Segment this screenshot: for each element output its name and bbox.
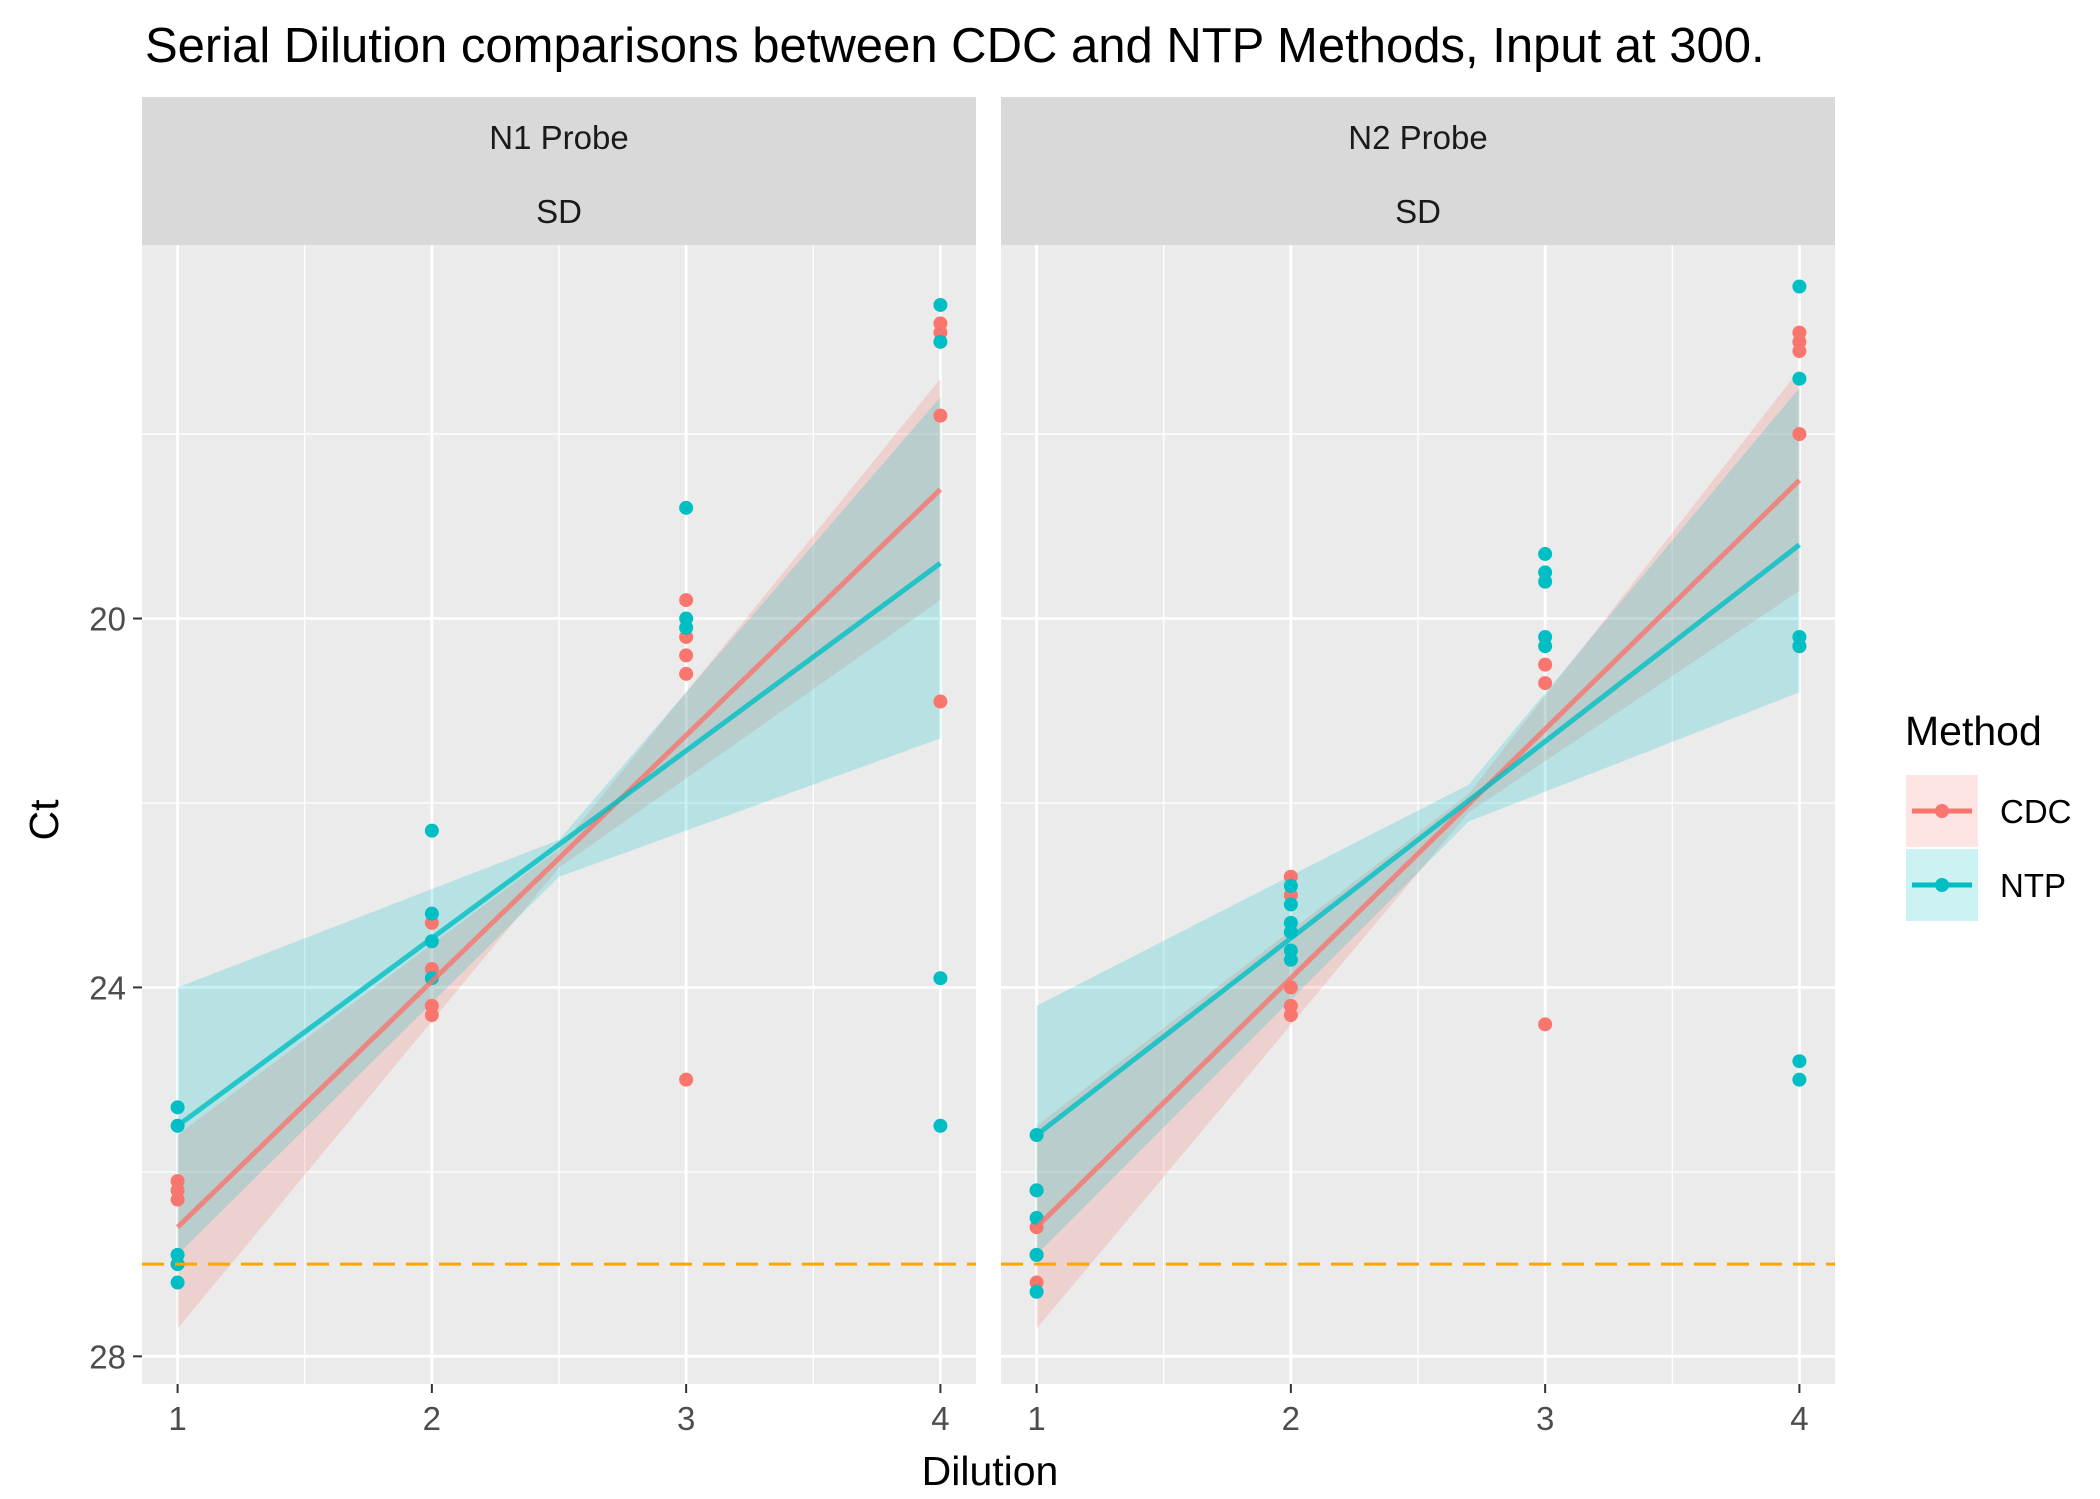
data-point-ntp bbox=[1538, 639, 1553, 654]
strip-background bbox=[142, 97, 976, 245]
data-point-ntp bbox=[1792, 279, 1807, 294]
x-tick-label: 3 bbox=[1536, 1400, 1554, 1437]
data-point-cdc bbox=[1538, 676, 1553, 691]
strip-background bbox=[1001, 97, 1835, 245]
strip-label-1: N1 Probe bbox=[489, 119, 628, 156]
data-point-cdc bbox=[679, 648, 694, 663]
strip-label-1: N2 Probe bbox=[1348, 119, 1487, 156]
x-tick-label: 4 bbox=[1790, 1400, 1808, 1437]
legend-title: Method bbox=[1905, 708, 2042, 754]
data-point-ntp bbox=[1283, 897, 1298, 912]
data-point-cdc bbox=[679, 666, 694, 681]
x-axis-title: Dilution bbox=[922, 1448, 1059, 1494]
x-tick-label: 2 bbox=[423, 1400, 441, 1437]
x-tick-label: 2 bbox=[1282, 1400, 1300, 1437]
fit-line-ntp bbox=[176, 561, 942, 1128]
strip-label-2: SD bbox=[536, 193, 582, 230]
data-point-cdc bbox=[1792, 344, 1807, 359]
fit-line-ntp bbox=[1035, 542, 1801, 1137]
data-point-cdc bbox=[679, 1072, 694, 1087]
data-point-ntp bbox=[170, 1100, 185, 1115]
y-tick-label: 28 bbox=[89, 1338, 126, 1375]
x-tick-label: 3 bbox=[677, 1400, 695, 1437]
data-point-cdc bbox=[933, 694, 948, 709]
data-point-ntp bbox=[679, 620, 694, 635]
fit-line-cdc bbox=[1034, 478, 1802, 1230]
legend-item-cdc[interactable]: CDC bbox=[1906, 775, 2072, 847]
legend-key-cdc-point bbox=[1935, 804, 1949, 818]
strip-label-2: SD bbox=[1395, 193, 1441, 230]
data-point-ntp bbox=[1538, 574, 1553, 589]
data-point-cdc bbox=[933, 408, 948, 423]
data-point-ntp bbox=[424, 906, 439, 921]
data-point-ntp bbox=[1792, 639, 1807, 654]
data-point-ntp bbox=[1029, 1284, 1044, 1299]
data-point-ntp bbox=[424, 823, 439, 838]
data-point-cdc bbox=[1538, 657, 1553, 672]
data-point-ntp bbox=[933, 1118, 948, 1133]
legend-label-ntp: NTP bbox=[2000, 867, 2066, 904]
panel-1: N1 Probe SD 1 2 3 4 20 24 28 bbox=[89, 97, 976, 1437]
data-point-ntp bbox=[933, 297, 948, 312]
fit-line-cdc bbox=[175, 487, 943, 1230]
confidence-band-cdc bbox=[177, 378, 941, 1329]
data-point-ntp bbox=[933, 971, 948, 986]
legend-key-ntp-point bbox=[1935, 878, 1949, 892]
data-point-ntp bbox=[1792, 371, 1807, 386]
legend-item-ntp[interactable]: NTP bbox=[1906, 849, 2066, 921]
y-tick-label: 24 bbox=[89, 969, 126, 1006]
y-axis-title: Ct bbox=[21, 799, 67, 841]
panel-2: N2 Probe SD 1 2 3 4 bbox=[1001, 97, 1835, 1437]
panels: N1 Probe SD 1 2 3 4 20 24 28 N2 Probe SD 1 2 3 4 bbox=[89, 97, 1835, 1437]
data-point-ntp bbox=[679, 500, 694, 515]
data-point-ntp bbox=[1538, 546, 1553, 561]
confidence-band-cdc bbox=[1036, 369, 1800, 1329]
data-point-cdc bbox=[1538, 1017, 1553, 1032]
data-point-cdc bbox=[679, 593, 694, 608]
data-point-cdc bbox=[1283, 1008, 1298, 1023]
data-point-cdc bbox=[424, 1008, 439, 1023]
data-point-ntp bbox=[1792, 1072, 1807, 1087]
legend-label-cdc: CDC bbox=[2000, 793, 2072, 830]
data-point-ntp bbox=[933, 334, 948, 349]
data-point-cdc bbox=[170, 1192, 185, 1207]
legend: Method CDC NTP bbox=[1905, 708, 2072, 921]
data-point-ntp bbox=[1029, 1183, 1044, 1198]
chart-title: Serial Dilution comparisons between CDC … bbox=[145, 19, 1765, 73]
data-point-ntp bbox=[1029, 1247, 1044, 1262]
data-point-ntp bbox=[170, 1275, 185, 1290]
data-point-ntp bbox=[1283, 878, 1298, 893]
data-point-ntp bbox=[1792, 1054, 1807, 1069]
x-tick-label: 4 bbox=[931, 1400, 949, 1437]
x-tick-label: 1 bbox=[168, 1400, 186, 1437]
data-point-cdc bbox=[1792, 427, 1807, 442]
x-tick-label: 1 bbox=[1027, 1400, 1045, 1437]
y-tick-label: 20 bbox=[89, 601, 126, 638]
data-point-ntp bbox=[1283, 952, 1298, 967]
